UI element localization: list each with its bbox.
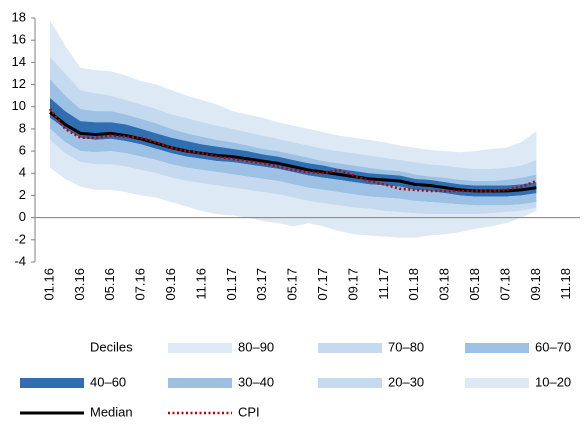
legend-label: 40–60 [90,374,126,389]
x-tick-label: 07.18 [497,268,512,301]
y-tick-label: 8 [19,120,26,135]
fan-band [50,97,537,197]
series-line [49,111,537,193]
y-tick-label: 10 [12,98,26,113]
y-tick-label: 0 [19,209,26,224]
x-tick-label: 07.17 [315,268,330,301]
x-tick-label: 09.16 [163,268,178,301]
x-tick-label: 01.18 [406,268,421,301]
legend-swatch [465,343,529,353]
legend-label: 70–80 [388,339,424,354]
y-tick-label: -2 [14,231,26,246]
y-tick-label: 6 [19,143,26,158]
legend-swatch [318,343,382,353]
y-tick-label: -4 [14,253,26,268]
fan-band [50,128,537,215]
x-tick-label: 05.17 [285,268,300,301]
fan-band [50,20,537,169]
legend-title: Deciles [90,339,133,354]
x-tick-label: 05.18 [467,268,482,301]
x-tick-label: 07.16 [133,268,148,301]
x-tick-label: 03.18 [437,268,452,301]
x-tick-label: 05.16 [102,268,117,301]
x-tick-label: 11.16 [193,268,208,300]
y-tick-label: 14 [12,54,26,69]
legend-label: 80–90 [238,339,274,354]
x-tick-label: 03.17 [254,268,269,301]
legend-swatch [168,343,232,353]
legend-swatch [318,378,382,388]
y-tick-label: 12 [12,76,26,91]
x-tick-label: 01.16 [41,268,56,301]
legend-label: 30–40 [238,374,274,389]
x-tick-label: 01.17 [224,268,239,301]
legend-label: 10–20 [535,374,571,389]
x-tick-label: 11.17 [376,268,391,300]
y-tick-label: 4 [19,165,26,180]
legend-label: 60–70 [535,339,571,354]
y-tick-label: 18 [12,9,26,24]
x-tick-label: 11.18 [558,268,573,300]
fan-band [50,117,537,206]
x-tick-label: 09.17 [345,268,360,301]
legend-swatch [168,378,232,388]
legend-label: CPI [238,404,260,419]
y-tick-label: 16 [12,32,26,47]
y-tick-label: 2 [19,187,26,202]
x-tick-label: 03.16 [72,268,87,301]
legend-swatch [20,378,84,388]
legend-label: 20–30 [388,374,424,389]
legend-swatch [465,378,529,388]
fan-band [50,56,537,182]
fan-band [50,140,537,238]
x-tick-label: 09.18 [528,268,543,301]
legend-label: Median [90,404,133,419]
